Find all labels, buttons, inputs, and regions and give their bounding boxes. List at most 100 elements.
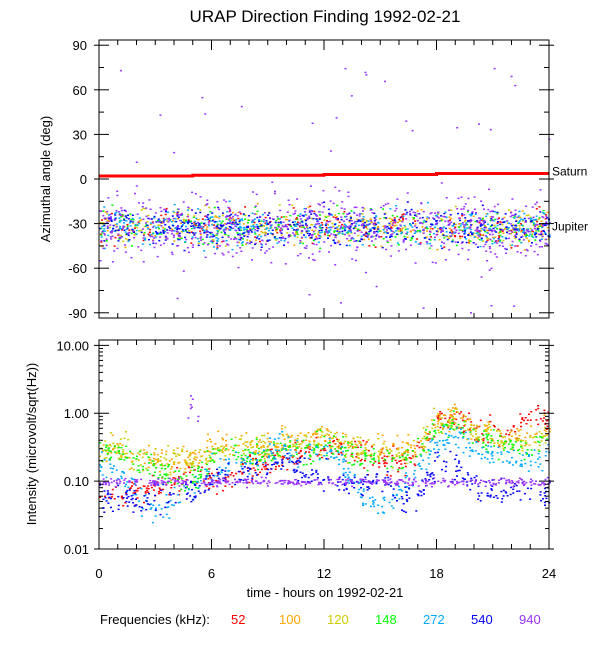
azimuth-point-100	[421, 226, 423, 228]
saturn-line	[99, 173, 549, 176]
intensity-point-540	[343, 489, 345, 491]
intensity-point-272	[100, 467, 102, 469]
intensity-point-540	[426, 472, 428, 474]
azimuth-point-940	[403, 241, 405, 243]
intensity-point-148	[217, 449, 219, 451]
intensity-point-120	[449, 411, 451, 413]
azimuth-point-540	[530, 221, 532, 223]
intensity-point-540	[501, 498, 503, 500]
azimuth-point-272	[107, 235, 109, 237]
intensity-point-540	[255, 463, 257, 465]
intensity-point-148	[119, 453, 121, 455]
azimuth-point-940	[327, 232, 329, 234]
intensity-point-540	[315, 471, 317, 473]
intensity-point-52	[233, 475, 235, 477]
intensity-point-100	[267, 446, 269, 448]
intensity-point-272	[216, 475, 218, 477]
intensity-point-272	[338, 452, 340, 454]
intensity-point-272	[528, 456, 530, 458]
azimuth-point-540	[411, 209, 413, 211]
intensity-point-540	[516, 491, 518, 493]
azimuth-point-540	[515, 236, 517, 238]
intensity-point-540	[460, 467, 462, 469]
intensity-point-120	[243, 453, 245, 455]
intensity-point-120	[490, 438, 492, 440]
intensity-point-148	[503, 443, 505, 445]
azimuth-point-940	[278, 226, 280, 228]
azimuth-point-100	[177, 218, 179, 220]
azimuth-point-540	[107, 227, 109, 229]
azimuth-point-272	[144, 239, 146, 241]
azimuth-point-940	[422, 229, 424, 231]
intensity-point-120	[484, 424, 486, 426]
azimuth-point-940	[146, 216, 148, 218]
intensity-point-120	[263, 455, 265, 457]
intensity-point-52	[397, 471, 399, 473]
intensity-point-120	[397, 449, 399, 451]
intensity-point-100	[498, 445, 500, 447]
intensity-point-272	[166, 494, 168, 496]
azimuth-point-100	[259, 223, 261, 225]
intensity-point-540	[107, 490, 109, 492]
azimuth-point-148	[131, 233, 133, 235]
intensity-point-52	[160, 492, 162, 494]
azimuth-point-940	[372, 212, 374, 214]
azimuth-point-940	[414, 230, 416, 232]
intensity-point-52	[254, 470, 256, 472]
azimuth-point-940	[325, 223, 327, 225]
azimuth-point-940	[534, 226, 536, 228]
intensity-point-540	[501, 501, 503, 503]
intensity-point-52	[235, 473, 237, 475]
intensity-point-272	[319, 459, 321, 461]
intensity-point-272	[316, 446, 318, 448]
azimuth-point-940	[349, 225, 351, 227]
azimuth-point-940	[344, 208, 346, 210]
azimuth-point-940	[470, 219, 472, 221]
intensity-point-148	[447, 424, 449, 426]
intensity-point-52	[179, 490, 181, 492]
azimuth-point-940	[268, 248, 270, 250]
azimuth-point-540	[473, 242, 475, 244]
intensity-point-52	[137, 488, 139, 490]
azimuth-point-940	[343, 221, 345, 223]
azimuth-point-940	[120, 215, 122, 217]
intensity-point-52	[444, 418, 446, 420]
intensity-point-148	[312, 461, 314, 463]
azimuth-point-940	[159, 236, 161, 238]
azimuth-point-540	[183, 222, 185, 224]
intensity-point-272	[522, 454, 524, 456]
intensity-point-540	[298, 460, 300, 462]
azimuth-point-940	[341, 201, 343, 203]
azimuth-point-940	[467, 198, 469, 200]
intensity-point-120	[429, 434, 431, 436]
azimuth-point-940	[137, 246, 139, 248]
intensity-point-148	[259, 460, 261, 462]
intensity-point-272	[138, 500, 140, 502]
intensity-point-272	[460, 428, 462, 430]
intensity-point-272	[183, 485, 185, 487]
azimuth-point-540	[217, 207, 219, 209]
azimuth-point-540	[211, 212, 213, 214]
intensity-point-272	[436, 442, 438, 444]
intensity-point-52	[171, 485, 173, 487]
intensity-point-120	[170, 474, 172, 476]
intensity-point-120	[538, 449, 540, 451]
azimuth-point-940	[206, 215, 208, 217]
intensity-point-940	[190, 404, 192, 406]
azimuth-point-540	[181, 226, 183, 228]
azimuth-point-940	[218, 209, 220, 211]
intensity-point-100	[270, 441, 272, 443]
azimuth-point-940	[384, 227, 386, 229]
intensity-point-52	[249, 482, 251, 484]
intensity-point-940	[297, 481, 299, 483]
azimuth-point-940	[450, 236, 452, 238]
intensity-point-120	[194, 450, 196, 452]
intensity-point-52	[271, 449, 273, 451]
azimuth-point-540	[267, 215, 269, 217]
intensity-point-100	[247, 446, 249, 448]
azimuth-point-540	[185, 229, 187, 231]
intensity-point-540	[136, 504, 138, 506]
intensity-point-272	[263, 450, 265, 452]
azimuth-point-940	[446, 197, 448, 199]
azimuth-point-52	[416, 238, 418, 240]
